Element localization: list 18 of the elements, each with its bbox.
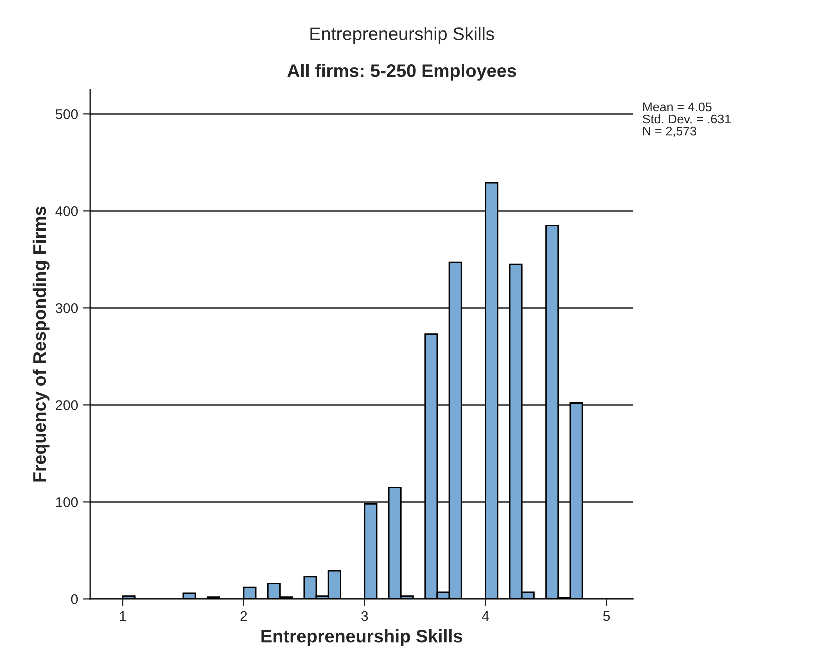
x-tick-label: 5 xyxy=(603,612,610,622)
y-tick-label: 500 xyxy=(56,110,78,120)
x-axis-title: Entrepreneurship Skills xyxy=(262,630,462,646)
y-tick-label: 0 xyxy=(71,594,78,604)
chart-subtitle: All firms: 5-250 Employees xyxy=(288,64,516,81)
x-tick-label: 4 xyxy=(482,612,490,622)
text: Mean = 4.05 xyxy=(644,102,712,112)
x-tick-label: 3 xyxy=(362,611,368,622)
chart-title: Entrepreneurship Skills xyxy=(310,27,494,44)
x-tick-label: 1 xyxy=(120,612,126,622)
x-tick-label: 2 xyxy=(240,611,248,622)
text: Std. Dev. = .631 xyxy=(643,114,731,124)
y-tick-label: 400 xyxy=(56,206,78,216)
y-axis-title: Frequency of Responding Firms xyxy=(32,206,50,482)
y-tick-label: 200 xyxy=(56,400,78,410)
text: N = 2,573 xyxy=(644,126,696,138)
y-tick-label: 100 xyxy=(56,498,78,508)
y-tick-label: 300 xyxy=(56,304,78,314)
